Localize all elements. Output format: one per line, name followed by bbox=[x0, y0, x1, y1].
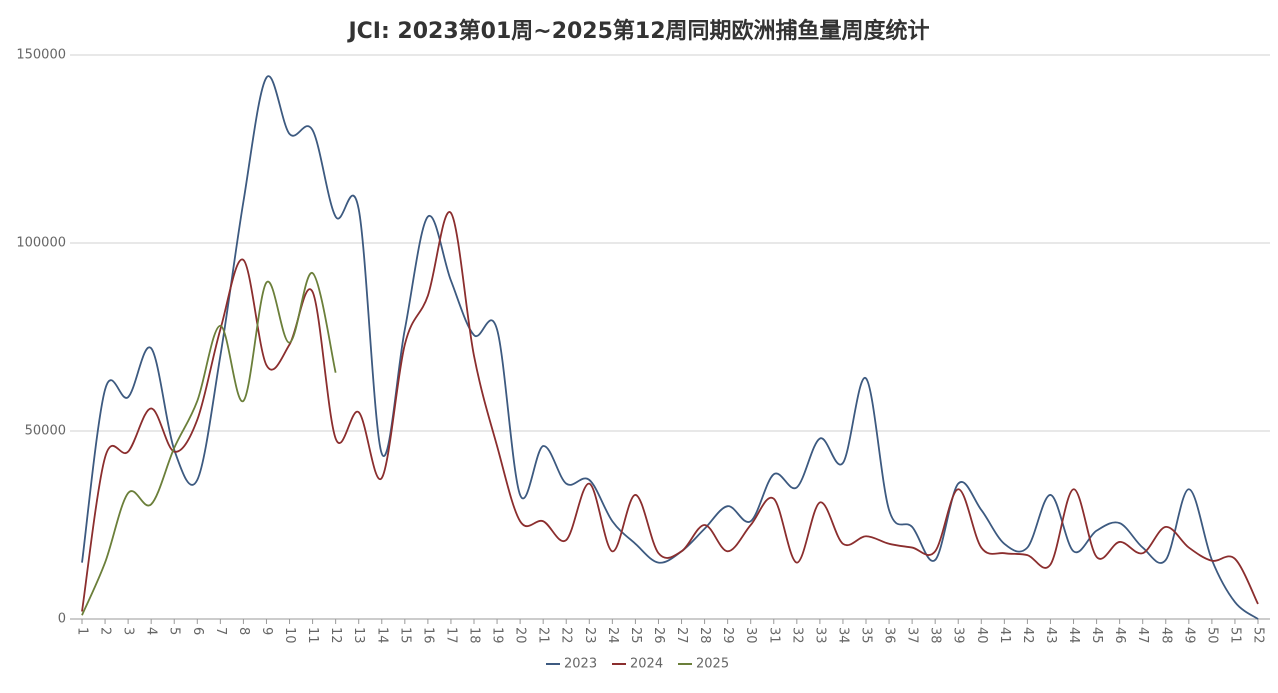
x-tick-label: 9 bbox=[259, 627, 274, 635]
x-tick-label: 31 bbox=[766, 627, 781, 644]
x-tick-label: 27 bbox=[674, 627, 689, 644]
chart-title: JCI: 2023第01周~2025第12周同期欧洲捕鱼量周度统计 bbox=[346, 18, 929, 44]
x-tick-label: 50 bbox=[1204, 627, 1219, 644]
x-tick-label: 11 bbox=[305, 627, 320, 644]
x-tick-label: 34 bbox=[835, 627, 850, 644]
x-tick-label: 29 bbox=[720, 627, 735, 644]
x-tick-label: 47 bbox=[1135, 627, 1150, 644]
x-tick-label: 51 bbox=[1227, 627, 1242, 644]
x-tick-label: 45 bbox=[1089, 627, 1104, 644]
x-tick-label: 32 bbox=[789, 627, 804, 644]
x-tick-label: 37 bbox=[905, 627, 920, 644]
x-tick-label: 52 bbox=[1251, 627, 1266, 644]
x-tick-label: 28 bbox=[697, 627, 712, 644]
x-tick-label: 20 bbox=[513, 627, 528, 644]
x-tick-label: 18 bbox=[467, 627, 482, 644]
x-tick-label: 15 bbox=[397, 627, 412, 644]
x-tick-label: 24 bbox=[605, 627, 620, 644]
x-tick-label: 7 bbox=[213, 627, 228, 635]
x-tick-label: 26 bbox=[651, 627, 666, 644]
line-series bbox=[81, 211, 1259, 612]
legend-label: 2025 bbox=[696, 657, 729, 672]
x-tick-label: 14 bbox=[374, 627, 389, 644]
x-tick-label: 16 bbox=[420, 627, 435, 644]
x-tick-label: 39 bbox=[951, 627, 966, 644]
x-tick-label: 42 bbox=[1020, 627, 1035, 644]
x-tick-label: 40 bbox=[974, 627, 989, 644]
x-tick-label: 19 bbox=[490, 627, 505, 644]
x-tick-label: 22 bbox=[559, 627, 574, 644]
x-tick-label: 36 bbox=[882, 627, 897, 644]
x-tick-label: 41 bbox=[997, 627, 1012, 644]
x-tick-label: 38 bbox=[928, 627, 943, 644]
x-tick-label: 48 bbox=[1158, 627, 1173, 644]
x-tick-label: 2 bbox=[98, 627, 113, 635]
x-tick-label: 17 bbox=[443, 627, 458, 644]
x-tick-label: 35 bbox=[859, 627, 874, 644]
x-tick-label: 1 bbox=[75, 627, 90, 635]
line-series bbox=[81, 272, 337, 616]
y-tick-label: 50000 bbox=[25, 424, 66, 439]
y-tick-label: 0 bbox=[58, 612, 66, 627]
x-tick-label: 13 bbox=[351, 627, 366, 644]
x-tick-label: 6 bbox=[190, 627, 205, 635]
x-tick-label: 49 bbox=[1181, 627, 1196, 644]
x-tick-label: 33 bbox=[812, 627, 827, 644]
x-tick-label: 46 bbox=[1112, 627, 1127, 644]
legend-label: 2024 bbox=[630, 657, 663, 672]
x-tick-label: 8 bbox=[236, 627, 251, 635]
x-tick-label: 12 bbox=[328, 627, 343, 644]
x-tick-label: 25 bbox=[628, 627, 643, 644]
x-tick-label: 30 bbox=[743, 627, 758, 644]
y-tick-label: 100000 bbox=[16, 236, 66, 251]
x-tick-label: 43 bbox=[1043, 627, 1058, 644]
x-tick-label: 21 bbox=[536, 627, 551, 644]
legend-label: 2023 bbox=[564, 657, 597, 672]
x-tick-label: 4 bbox=[144, 627, 159, 635]
x-tick-label: 5 bbox=[167, 627, 182, 635]
x-tick-label: 23 bbox=[582, 627, 597, 644]
x-tick-label: 10 bbox=[282, 627, 297, 644]
y-tick-label: 150000 bbox=[16, 48, 66, 63]
line-series bbox=[81, 75, 1259, 620]
x-tick-label: 44 bbox=[1066, 627, 1081, 644]
x-tick-label: 3 bbox=[121, 627, 136, 635]
